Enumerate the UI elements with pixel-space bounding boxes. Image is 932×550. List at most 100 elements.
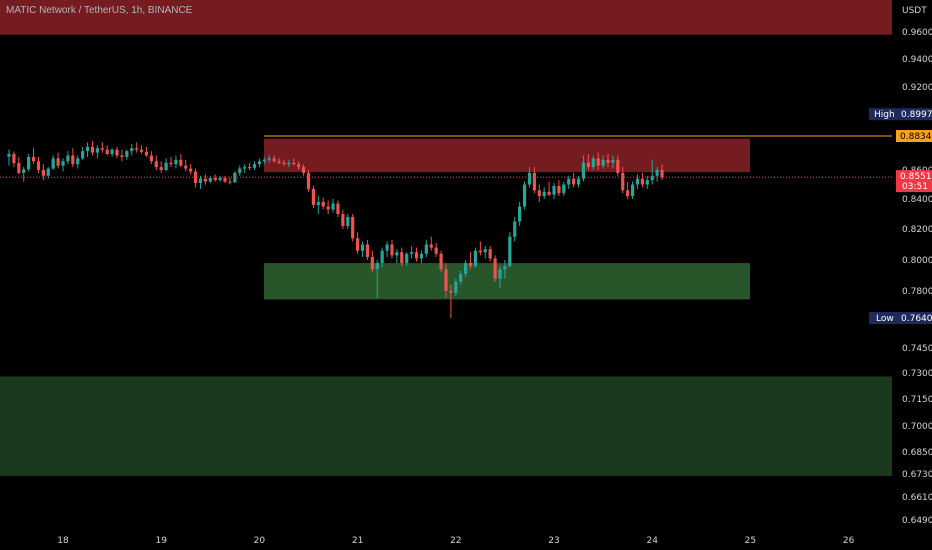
candle-body [542,191,546,197]
candle-body [27,156,31,170]
candle [149,151,153,165]
candle-body [7,153,11,157]
candle [591,155,595,170]
candle [297,161,301,170]
candle-body [90,146,95,153]
candle [586,154,590,170]
candle-body [459,273,463,282]
candle [424,239,428,257]
candle-body [626,190,630,197]
candle [606,154,610,168]
candle-body [36,161,41,170]
candle-body [552,185,556,195]
candle-body [375,263,379,270]
candle [454,278,458,297]
candle-body [311,188,316,205]
candle [464,260,468,278]
candle [503,260,507,279]
candle-body [518,206,522,222]
candle-body [640,178,644,185]
candle [532,167,536,194]
svg-text:0.8551: 0.8551 [900,172,932,182]
candle [174,155,178,169]
candle-body [238,168,242,173]
candle-body [174,159,178,165]
candle-body [159,167,163,170]
candle [650,159,654,185]
candle [301,164,306,176]
candle [311,185,316,208]
candle [439,250,443,273]
price-unit-label: USDT [902,6,927,16]
candle [459,270,463,285]
candle-body [621,172,625,191]
candle-body [405,253,409,264]
candle [616,155,620,176]
candle-body [164,162,168,170]
candle-body [110,149,114,155]
candle [61,158,65,172]
candle-body [400,252,404,264]
candle-body [390,244,394,256]
price-tick-label: 0.7150 [902,395,932,405]
candle [169,156,173,168]
candle-body [31,156,36,162]
candle [468,252,473,270]
svg-text:Low: Low [876,314,894,324]
candle-body [547,191,551,195]
candle-body [645,180,649,185]
candle-body [85,146,90,152]
candle [31,148,36,165]
candle [321,197,325,210]
candle-body [326,206,330,210]
candle [567,175,571,189]
price-tick-label: 0.9400 [902,55,932,65]
candle-body [601,159,605,166]
candle-body [321,202,325,207]
candle [56,152,60,169]
price-tick-label: 0.9200 [902,83,932,93]
candle [370,250,374,273]
candle-body [272,158,276,162]
price-tick-label: 0.7450 [902,344,932,354]
candle [105,145,109,156]
candle [390,239,394,259]
level-lines-layer [0,135,892,178]
candle [22,166,26,182]
candle-body [100,148,104,150]
candle-body [282,162,286,165]
candle [483,246,487,259]
candle [336,200,340,217]
candle-body [179,159,183,166]
candle [7,149,11,166]
price-tick-label: 0.8200 [902,225,932,235]
time-axis[interactable]: 18 19 20 21 22 23 24 25 26 [57,536,854,546]
candle-body [454,281,458,293]
candle-body [650,175,654,181]
candle-body [247,167,252,169]
candle-body [606,159,610,163]
price-tick-label: 0.7300 [902,369,932,379]
candle [630,181,635,199]
candle [292,158,296,166]
candle-body [169,162,173,165]
candle [125,149,129,160]
candle [395,249,399,264]
candle-body [586,162,590,168]
price-tick-label: 0.6730 [902,470,932,480]
candle [130,143,134,156]
candle-body [12,153,16,164]
candle-body [223,177,227,182]
price-axis[interactable]: 0.96000.94000.92000.88340.86000.84000.82… [869,28,932,526]
time-tick-label: 25 [745,536,756,546]
price-tick-label: 0.8000 [902,256,932,266]
candle-body [130,148,134,152]
candle [277,158,281,165]
svg-text:0.7640: 0.7640 [901,314,932,324]
candle [110,148,114,157]
price-tick-label: 0.6610 [902,493,932,503]
candle-body [532,172,536,191]
candle-body [444,269,448,291]
candle [51,155,55,170]
